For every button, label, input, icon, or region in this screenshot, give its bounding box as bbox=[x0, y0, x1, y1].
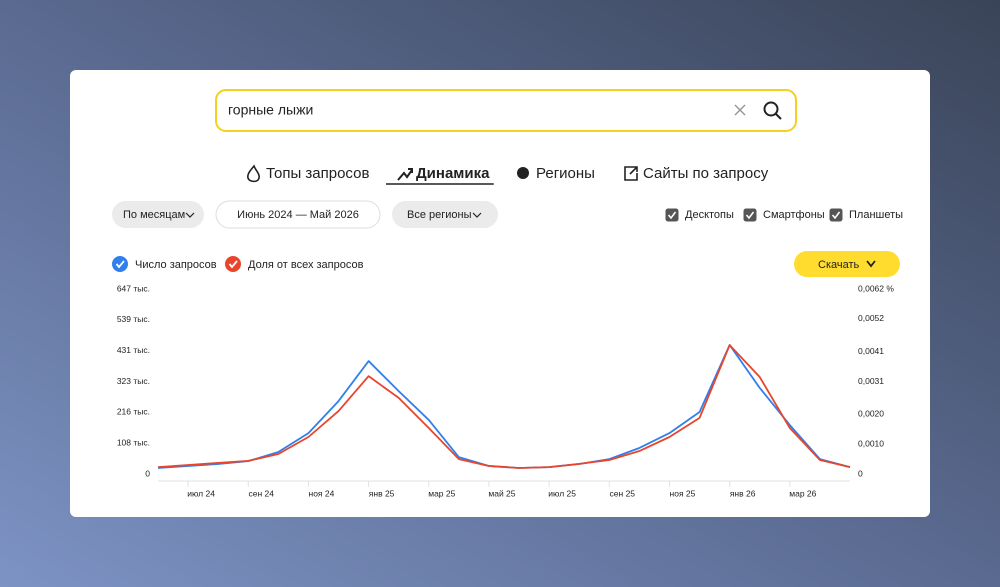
checkbox[interactable] bbox=[829, 208, 843, 222]
tab[interactable]: Сайты по запросу bbox=[643, 165, 769, 182]
y-tick-label: 0 bbox=[858, 468, 863, 478]
search-box[interactable] bbox=[215, 89, 797, 132]
y-tick-label: 0,0010 bbox=[858, 438, 884, 448]
legend-label[interactable]: Доля от всех запросов bbox=[248, 259, 364, 271]
x-tick-label: мар 25 bbox=[428, 488, 455, 498]
download-button[interactable] bbox=[794, 251, 900, 277]
search-icon[interactable] bbox=[763, 101, 782, 120]
link-icon bbox=[624, 166, 638, 181]
legend-label[interactable]: Число запросов bbox=[135, 259, 217, 271]
check bbox=[667, 211, 677, 220]
x-tick-label: янв 26 bbox=[730, 488, 756, 498]
check bbox=[831, 211, 841, 220]
series-line bbox=[157, 344, 851, 469]
tab[interactable]: Регионы bbox=[536, 165, 595, 182]
period-select[interactable] bbox=[112, 201, 204, 228]
chevron bbox=[866, 260, 876, 268]
x-tick-label: ноя 24 bbox=[309, 488, 335, 498]
legend-marker[interactable] bbox=[112, 256, 128, 272]
region-select[interactable] bbox=[392, 201, 498, 228]
y-tick-label: 0,0041 bbox=[858, 346, 884, 356]
region-label[interactable]: Все регионы bbox=[407, 209, 472, 221]
x-tick-label: июл 24 bbox=[187, 488, 215, 498]
x-tick-label: ноя 25 bbox=[670, 488, 696, 498]
y-tick-label: 108 тыс. bbox=[117, 437, 150, 447]
device-label[interactable]: Десктопы bbox=[685, 209, 734, 221]
y-tick-label: 647 тыс. bbox=[117, 283, 150, 293]
device-label[interactable]: Смартфоны bbox=[763, 209, 825, 221]
y-tick-label: 323 тыс. bbox=[117, 376, 150, 386]
x-tick-label: май 25 bbox=[488, 488, 515, 498]
check bbox=[228, 260, 238, 269]
chevron bbox=[472, 212, 482, 218]
tab[interactable]: Топы запросов bbox=[266, 165, 369, 182]
legend-marker[interactable] bbox=[225, 256, 241, 272]
check bbox=[115, 260, 125, 269]
y-tick-label: 0,0020 bbox=[858, 409, 884, 419]
y-tick-label: 0 bbox=[145, 468, 150, 478]
y-tick-label: 539 тыс. bbox=[117, 314, 150, 324]
checkbox[interactable] bbox=[743, 208, 757, 222]
y-tick-label: 431 тыс. bbox=[117, 345, 150, 355]
fire-icon bbox=[247, 164, 260, 183]
range-label[interactable]: Июнь 2024 — Май 2026 bbox=[237, 209, 359, 221]
trend-icon bbox=[397, 168, 413, 181]
y-tick-label: 216 тыс. bbox=[117, 406, 150, 416]
device-label[interactable]: Планшеты bbox=[849, 209, 903, 221]
x-tick-label: сен 24 bbox=[249, 488, 275, 498]
download-label[interactable]: Скачать bbox=[818, 259, 860, 271]
y-tick-label: 0,0062 % bbox=[858, 283, 894, 293]
x-tick-label: июл 25 bbox=[548, 488, 576, 498]
search-query[interactable]: горные лыжи bbox=[228, 102, 313, 118]
checkbox[interactable] bbox=[665, 208, 679, 222]
period-label[interactable]: По месяцам bbox=[123, 209, 185, 221]
globe-icon bbox=[517, 167, 529, 179]
tab[interactable]: Динамика bbox=[416, 165, 490, 182]
check bbox=[745, 211, 755, 220]
clear-icon[interactable] bbox=[734, 104, 746, 116]
x-tick-label: мар 26 bbox=[789, 488, 816, 498]
y-tick-label: 0,0052 bbox=[858, 313, 884, 323]
x-tick-label: янв 25 bbox=[369, 488, 395, 498]
range-select[interactable] bbox=[215, 200, 381, 229]
y-tick-label: 0,0031 bbox=[858, 376, 884, 386]
chevron bbox=[185, 212, 195, 218]
card bbox=[70, 70, 930, 517]
x-tick-label: сен 25 bbox=[610, 488, 636, 498]
